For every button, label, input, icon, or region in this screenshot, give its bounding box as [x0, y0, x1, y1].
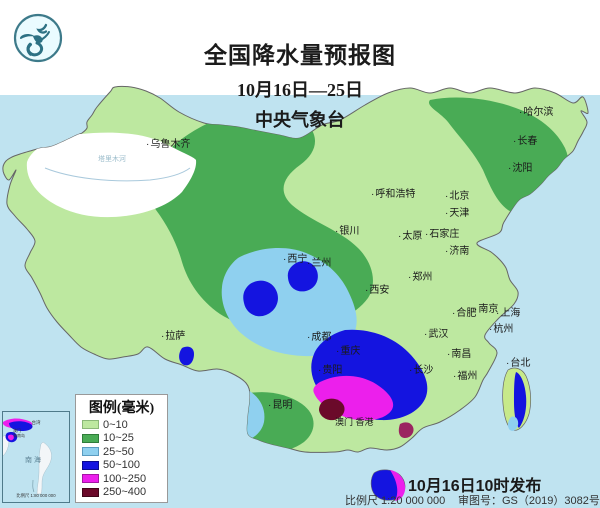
svg-text:比例尺 1:80 000 000: 比例尺 1:80 000 000 [16, 492, 56, 499]
svg-text:南 海: 南 海 [25, 455, 41, 464]
svg-text:海南岛: 海南岛 [13, 432, 25, 438]
svg-text:台湾: 台湾 [32, 419, 41, 426]
